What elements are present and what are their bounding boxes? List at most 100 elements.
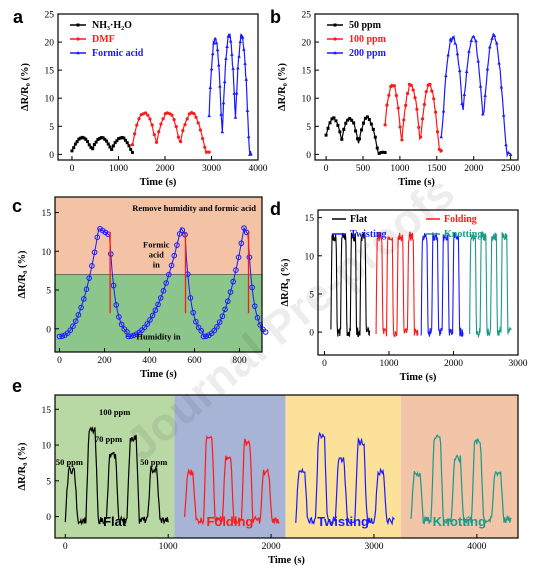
data-point	[394, 93, 398, 98]
data-point	[176, 135, 181, 139]
x-tick-label: 2000	[262, 542, 281, 552]
data-point	[208, 85, 213, 89]
x-axis-label: Time (s)	[140, 177, 177, 188]
data-point	[144, 321, 151, 327]
axes-frame	[54, 196, 263, 353]
y-tick-label: 5	[46, 287, 51, 297]
data-point	[340, 137, 344, 141]
data-point	[166, 271, 172, 278]
data-point	[396, 106, 400, 110]
data-point	[369, 122, 373, 126]
data-point	[464, 69, 469, 73]
region-label: Twisting	[317, 514, 369, 529]
y-tick-label: 15	[42, 406, 52, 416]
x-tick-label: 500	[356, 164, 371, 174]
data-point	[506, 150, 511, 155]
annotation-ppm: 50 ppm	[56, 457, 83, 467]
data-point	[70, 323, 76, 330]
data-point	[72, 146, 76, 150]
data-point	[124, 138, 128, 142]
y-tick-label: 0	[306, 151, 311, 161]
panel-d: 0 1000 2000 3000 0 5 10 15 Time (s) ΔR/R₀ (%) d Fla…	[270, 199, 528, 383]
data-point	[101, 136, 105, 140]
legend-entry: 200 ppm	[349, 48, 387, 59]
data-point	[225, 44, 229, 48]
data-point	[233, 115, 238, 119]
data-point	[105, 139, 109, 143]
data-point	[78, 304, 84, 311]
data-point	[235, 254, 242, 261]
data-point	[240, 35, 245, 39]
data-point	[211, 327, 218, 334]
region-Flat	[55, 395, 175, 538]
series-Knotting	[469, 230, 512, 339]
legend-entry: 50 ppm	[349, 20, 382, 31]
data-point	[141, 324, 148, 331]
data-point	[237, 54, 241, 58]
data-point	[72, 318, 79, 324]
data-point	[200, 333, 207, 340]
data-point	[457, 68, 462, 73]
data-point	[183, 123, 187, 127]
data-point	[207, 150, 211, 154]
data-point	[149, 312, 156, 319]
x-tick-label: 1000	[390, 164, 409, 174]
data-point	[448, 37, 453, 41]
data-point	[387, 93, 391, 97]
series-line	[440, 32, 512, 158]
data-point	[262, 329, 269, 335]
data-point	[122, 136, 126, 140]
data-point	[176, 231, 183, 237]
data-point	[174, 242, 180, 248]
data-point	[352, 121, 356, 125]
series-Folding	[184, 435, 280, 526]
data-point	[161, 117, 165, 121]
series-line	[375, 231, 419, 338]
series-line	[131, 111, 210, 155]
y-tick-label: 0	[46, 513, 51, 523]
data-point	[82, 136, 86, 140]
x-tick-label: 3000	[364, 542, 383, 552]
panel-c: 0 200 400 600 800 0 5 10 15 Time (s) ΔR/R₀ (%) c Rem…	[12, 196, 269, 380]
series-50 ppm	[324, 115, 387, 155]
data-point	[246, 134, 251, 139]
data-point	[125, 141, 129, 145]
data-point	[86, 275, 92, 281]
data-point	[467, 49, 471, 53]
data-point	[476, 59, 481, 63]
data-point	[244, 77, 249, 81]
data-point	[70, 149, 74, 153]
x-tick-label: 2000	[155, 164, 174, 174]
x-tick-label: 4000	[467, 542, 486, 552]
data-point	[190, 309, 196, 316]
panel-b: 0 500 1000 1500 2000 2500 0 5 10 15 20 25 Time (s) ΔR…	[270, 7, 520, 188]
y-tick-label: 10	[42, 248, 52, 258]
data-point	[75, 312, 82, 318]
data-point	[439, 149, 443, 153]
data-point	[249, 152, 253, 156]
y-tick-label: 5	[49, 123, 54, 133]
data-point	[117, 137, 121, 141]
data-point	[89, 145, 93, 149]
data-point	[130, 332, 137, 339]
legend-entry: Folding	[444, 214, 477, 225]
x-tick-label: 2500	[501, 164, 520, 174]
data-point	[179, 139, 183, 144]
data-point	[113, 302, 119, 308]
data-point	[392, 84, 397, 88]
region-Knotting	[400, 395, 518, 538]
y-tick-label: 5	[46, 477, 51, 487]
data-point	[129, 147, 133, 151]
data-point	[207, 113, 211, 118]
x-tick-label: 0	[57, 356, 62, 366]
data-point	[76, 23, 80, 27]
series-line	[184, 435, 280, 526]
data-point	[83, 286, 90, 292]
y-tick-label: 0	[49, 151, 54, 161]
data-point	[375, 146, 379, 150]
panel-label: b	[270, 7, 281, 27]
series-line	[420, 232, 464, 337]
series-line	[208, 32, 252, 155]
data-point	[128, 333, 134, 339]
annotation-ppm: 100 ppm	[99, 407, 130, 417]
